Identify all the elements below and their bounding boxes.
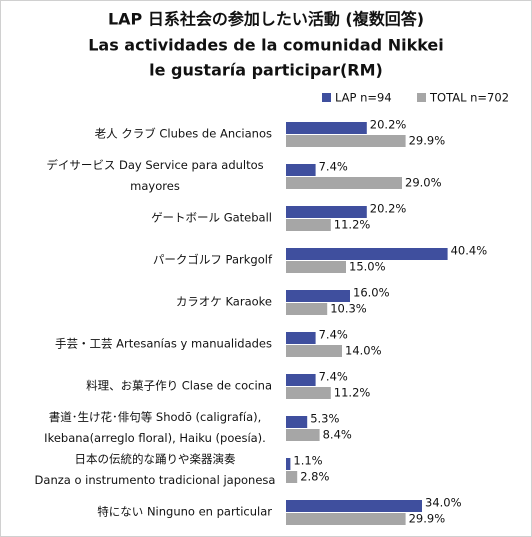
value-label: 29.0% <box>405 176 442 190</box>
bar <box>286 387 331 399</box>
chart-subtitle: le gustaría participar(RM) <box>149 61 383 80</box>
category-label: デイサービス Day Service para adultos <box>46 158 263 172</box>
category-label: 日本の伝統的な踊りや楽器演奏 <box>75 452 236 466</box>
bar <box>286 513 406 525</box>
value-label: 11.2% <box>334 386 371 400</box>
category-label: 手芸・工芸 Artesanías y manualidades <box>55 337 272 351</box>
category-label: パークゴルフ Parkgolf <box>153 253 273 267</box>
category-label: カラオケ Karaoke <box>176 295 272 309</box>
chart-subtitle: Las actividades de la comunidad Nikkei <box>88 36 444 55</box>
category-label: 老人 クラブ Clubes de Ancianos <box>95 127 272 141</box>
value-label: 8.4% <box>323 428 352 442</box>
bar <box>286 458 291 470</box>
value-label: 29.9% <box>409 134 446 148</box>
bar <box>286 290 350 302</box>
bar <box>286 429 320 441</box>
value-label: 10.3% <box>330 302 367 316</box>
category-label: Danza o instrumento tradicional japonesa <box>35 473 276 487</box>
legend-swatch <box>322 93 331 102</box>
bar <box>286 416 308 428</box>
category-label: 書道･生け花･俳句等 Shodō (caligrafía), <box>49 410 262 424</box>
value-label: 5.3% <box>310 412 339 426</box>
category-label: Ikebana(arreglo floral), Haiku (poesía). <box>44 431 266 445</box>
bar <box>286 332 316 344</box>
category-label: 特にない Ninguno en particular <box>97 505 272 519</box>
value-label: 7.4% <box>319 160 348 174</box>
bar <box>286 164 316 176</box>
bar <box>286 345 342 357</box>
bar <box>286 261 346 273</box>
value-label: 20.2% <box>370 202 407 216</box>
value-label: 14.0% <box>345 344 382 358</box>
value-label: 2.8% <box>300 470 329 484</box>
chart-title: LAP 日系社会の参加したい活動 (複数回答) <box>108 10 424 29</box>
value-label: 15.0% <box>349 260 386 274</box>
bar <box>286 500 422 512</box>
bar <box>286 374 316 386</box>
bar <box>286 303 328 315</box>
category-label: mayores <box>130 179 180 193</box>
value-label: 40.4% <box>451 244 488 258</box>
value-label: 1.1% <box>293 454 322 468</box>
value-label: 16.0% <box>353 286 390 300</box>
bar <box>286 135 406 147</box>
bar <box>286 471 298 483</box>
bar <box>286 206 367 218</box>
legend-swatch <box>417 93 426 102</box>
value-label: 7.4% <box>319 328 348 342</box>
value-label: 11.2% <box>334 218 371 232</box>
value-label: 34.0% <box>425 496 462 510</box>
value-label: 7.4% <box>319 370 348 384</box>
value-label: 29.9% <box>409 512 446 526</box>
category-label: 料理、お菓子作り Clase de cocina <box>86 379 272 393</box>
bar <box>286 219 331 231</box>
bar <box>286 248 448 260</box>
bar <box>286 122 367 134</box>
value-label: 20.2% <box>370 118 407 132</box>
bar <box>286 177 402 189</box>
category-label: ゲートボール Gateball <box>151 211 272 225</box>
legend-label: TOTAL n=702 <box>429 91 509 105</box>
legend-label: LAP n=94 <box>335 91 392 105</box>
